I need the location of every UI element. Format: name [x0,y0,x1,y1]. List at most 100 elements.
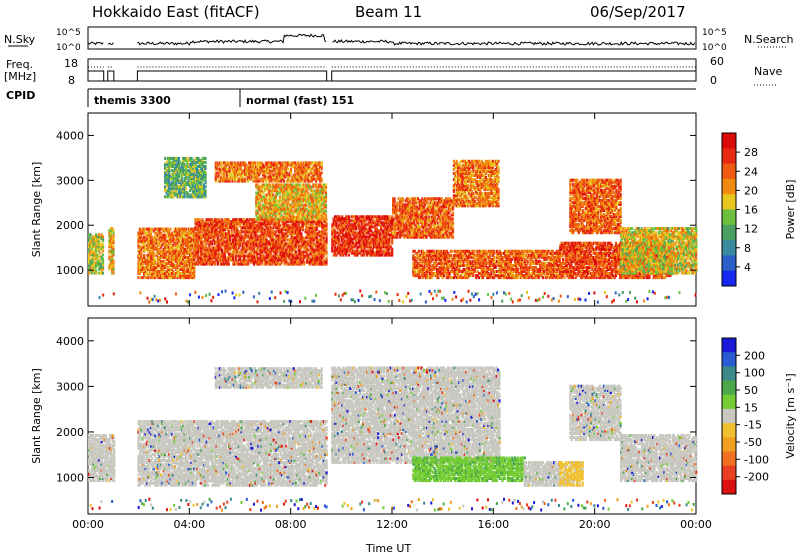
heatmap-cell [312,236,315,240]
heatmap-cell [264,169,267,173]
heatmap-cell [273,230,276,234]
heatmap-cell [159,259,162,263]
heatmap-cell [206,222,210,226]
heatmap-cell [299,209,302,213]
heatmap-cell [295,175,298,179]
heatmap-cell [246,169,249,173]
heatmap-cell [315,197,318,201]
heatmap-cell [228,173,231,177]
heatmap-cell [305,260,309,264]
heatmap-cell [307,256,310,260]
heatmap-cell [211,228,214,232]
heatmap-cell [307,222,310,226]
heatmap-cell [269,228,272,232]
heatmap-cell [236,230,239,234]
heatmap-cell [175,245,178,249]
heatmap-cell [162,239,165,243]
heatmap-cell [258,187,261,191]
heatmap-cell [234,179,237,183]
heatmap-cell [293,260,296,264]
heatmap-cell [255,201,258,205]
heatmap-cell [324,250,327,254]
heatmap-cell [197,234,200,238]
heatmap-cell [317,185,321,189]
heatmap-cell [297,217,300,221]
heatmap-cell [215,220,218,224]
heatmap-cell [272,246,275,250]
heatmap-cell [204,246,207,250]
heatmap-cell [255,175,258,179]
heatmap-cell [321,246,324,250]
heatmap-cell [296,224,299,228]
heatmap-cell [306,161,309,165]
heatmap-cell [151,261,154,265]
heatmap-cell [239,161,242,165]
heatmap-cell [276,254,279,258]
heatmap-cell [158,229,161,233]
heatmap-cell [189,249,192,253]
heatmap-cell [263,199,266,203]
heatmap-cell [323,205,326,209]
heatmap-cell [317,215,321,219]
heatmap-cell [291,215,294,219]
heatmap-cell [273,258,276,262]
heatmap-cell [168,245,171,249]
heatmap-cell [269,254,272,258]
heatmap-cell [305,193,308,197]
heatmap-cell [182,239,185,243]
heatmap-cell [241,262,244,266]
heatmap-cell [266,185,269,189]
heatmap-cell [305,228,309,232]
heatmap-cell [291,211,294,215]
heatmap-cell [259,228,263,232]
heatmap-cell [147,259,150,263]
heatmap-cell [209,236,212,240]
heatmap-cell [180,249,183,253]
heatmap-cell [262,167,265,171]
heatmap-cell [287,228,290,232]
heatmap-cell [204,220,207,224]
heatmap-cell [291,199,294,203]
heatmap-cell [177,235,180,239]
heatmap-cell [158,241,161,245]
heatmap-cell [193,229,196,233]
heatmap-cell [283,262,286,266]
heatmap-cell [144,227,147,231]
heatmap-cell [283,222,286,226]
heatmap-cell [287,211,290,215]
heatmap-cell [95,235,98,239]
heatmap-cell [300,250,303,254]
heatmap-cell [271,244,274,248]
heatmap-cell [166,249,169,253]
heatmap-cell [225,179,228,183]
heatmap-cell [195,228,198,232]
heatmap-cell [90,265,93,269]
heatmap-cell [298,211,301,215]
heatmap-cell [163,249,167,253]
heatmap-cell [97,263,100,267]
heatmap-cell [292,211,295,215]
heatmap-cell [183,247,186,251]
heatmap-cell [177,191,181,195]
heatmap-cell [264,228,267,232]
heatmap-cell [99,261,102,265]
heatmap-cell [211,248,214,252]
heatmap-cell [144,270,147,273]
heatmap-cell [187,272,190,275]
heatmap-cell [290,226,293,230]
heatmap-cell [197,250,200,254]
heatmap-cell [168,165,171,168]
heatmap-cell [216,175,219,179]
heatmap-cell [252,218,256,222]
heatmap-cell [183,241,186,245]
heatmap-cell [278,234,281,238]
heatmap-cell [255,179,258,183]
heatmap-cell [169,274,172,278]
heatmap-cell [287,220,290,224]
heatmap-cell [302,207,305,211]
heatmap-cell [101,249,105,253]
heatmap-cell [324,260,327,264]
heatmap-cell [271,205,275,209]
heatmap-cell [266,242,270,246]
heatmap-cell [315,177,318,181]
